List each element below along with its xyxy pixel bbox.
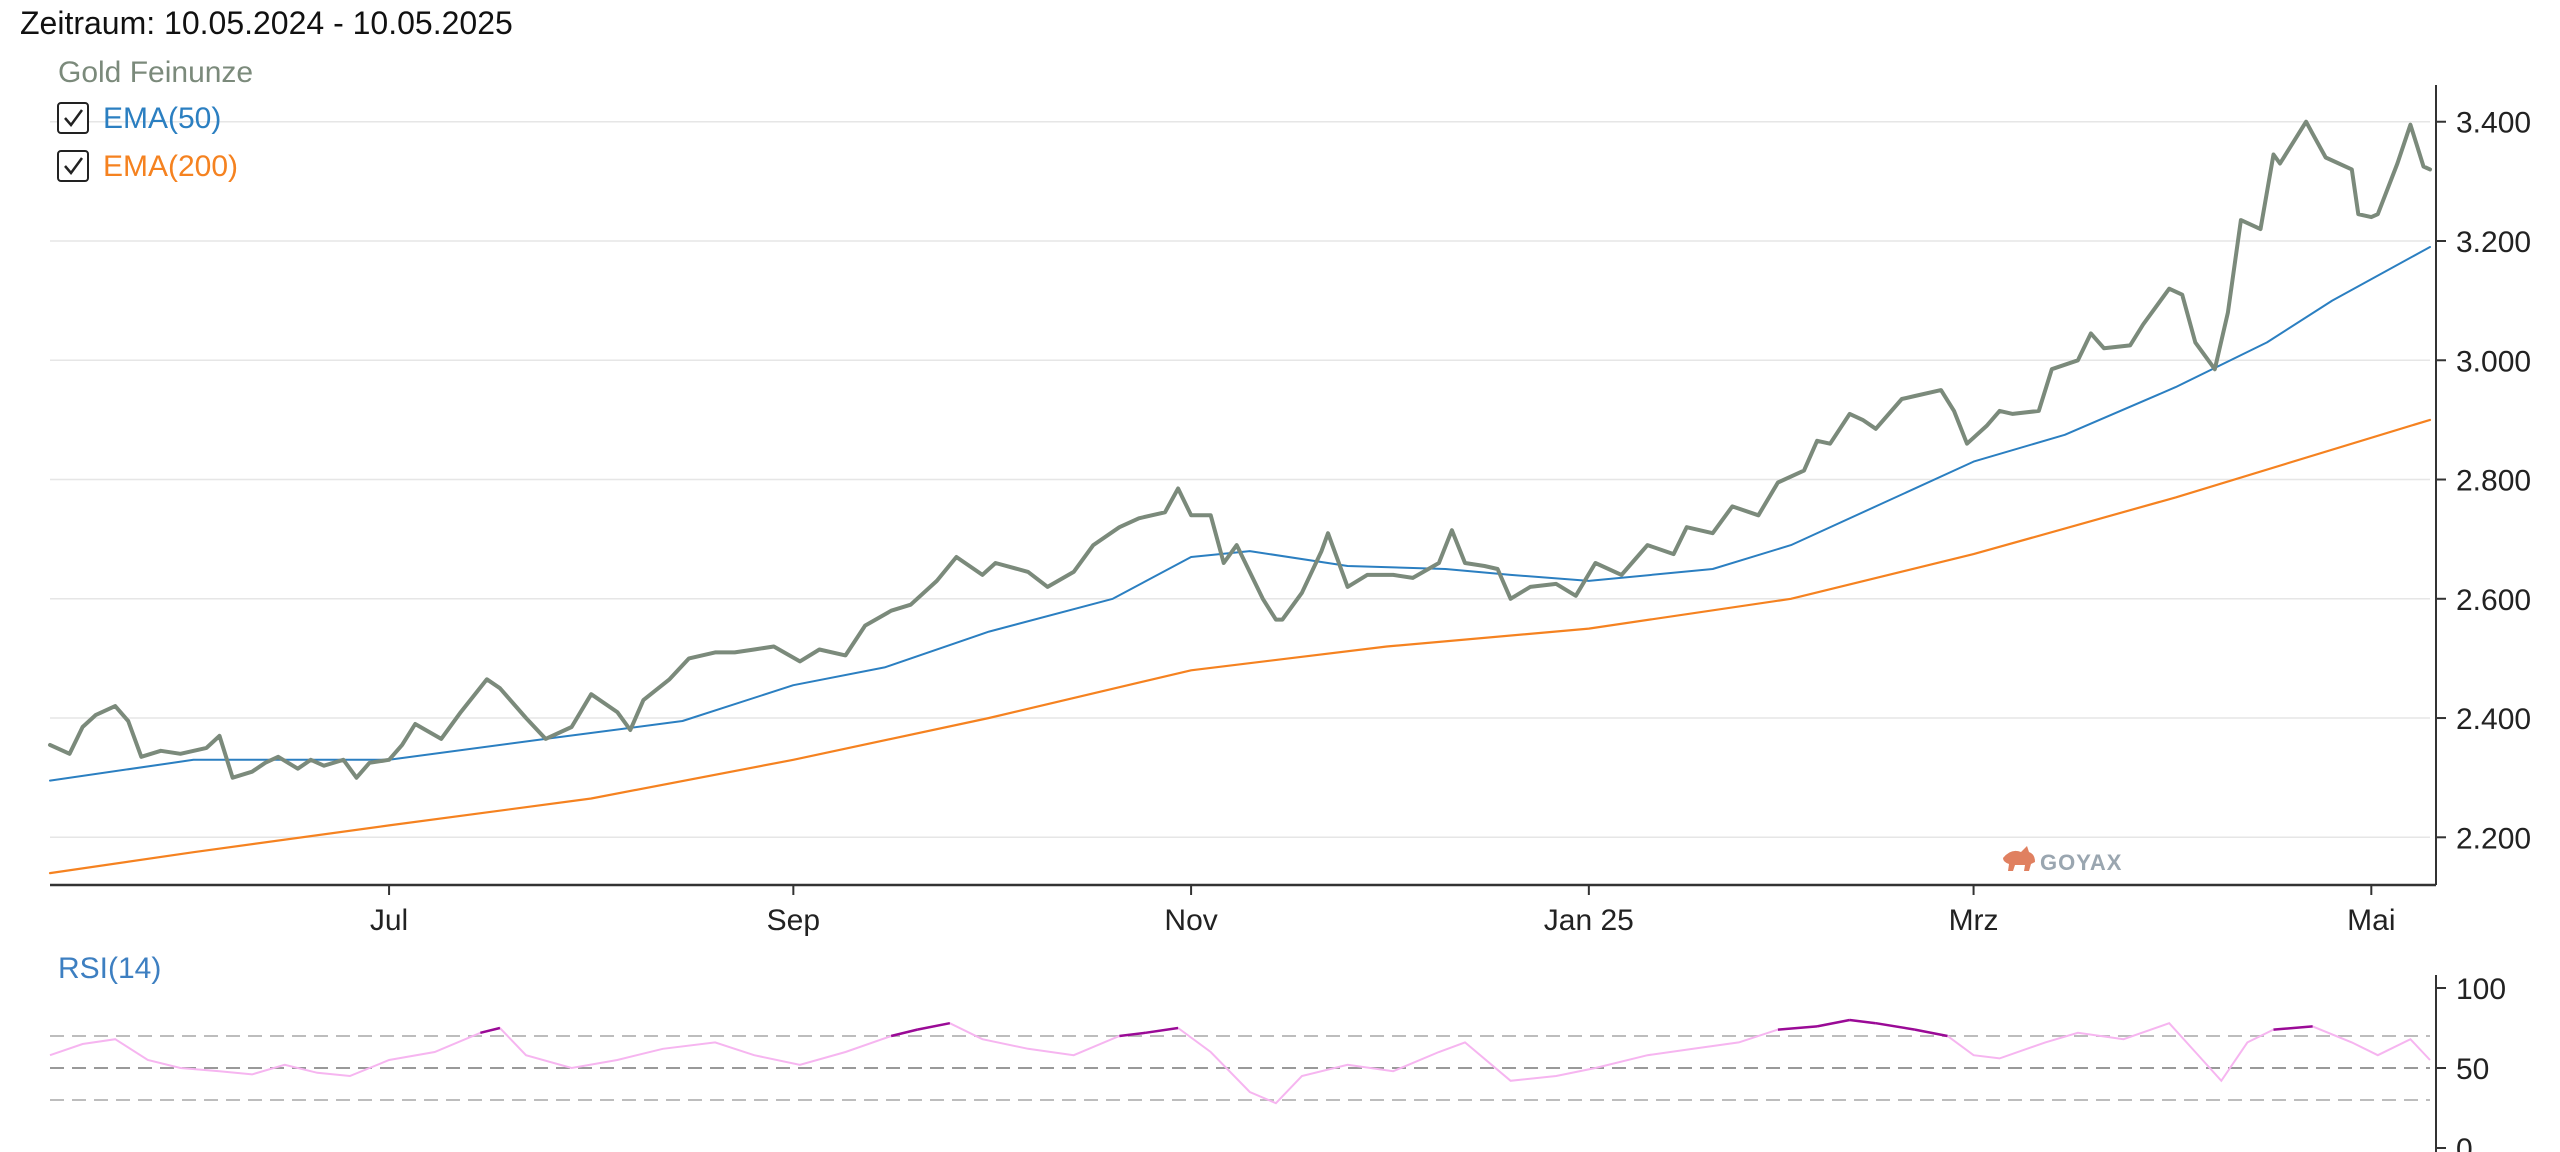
x-tick-label: Mrz [1949,904,1999,937]
checkmark-icon [64,157,84,176]
y-tick-label: 3.200 [2456,226,2531,259]
rsi-extreme-segment [1119,1031,1146,1038]
ema50-label: EMA(50) [103,102,221,135]
y-tick-label: 2.600 [2456,584,2531,617]
y-tick-label: 2.200 [2456,822,2531,855]
rsi-extreme-segment [916,1021,951,1031]
rsi-extreme-segment [2273,1025,2313,1031]
y-tick-label: 2.800 [2456,465,2531,498]
rsi-extreme-segment [1777,1025,1818,1031]
y-tick-label: 2.400 [2456,703,2531,736]
rsi-extreme-segment [1875,1021,1916,1031]
rsi-extreme-segment [480,1026,501,1035]
instrument-label: Gold Feinunze [58,56,253,89]
checkmark-icon [64,109,84,128]
ema200-checkbox[interactable] [57,150,89,182]
rsi-extreme-segment [1914,1028,1948,1038]
rsi-extreme-segment [1816,1018,1850,1028]
x-tick-label: Jul [370,904,408,937]
rsi-title: RSI(14) [58,952,161,985]
x-tick-label: Jan 25 [1544,904,1634,937]
ema200-line [48,418,2432,875]
gold-price-line [48,119,2432,780]
ema50-checkbox[interactable] [57,102,89,134]
period-title: Zeitraum: 10.05.2024 - 10.05.2025 [20,5,513,41]
watermark-text: GOYAX [2040,850,2122,875]
y-tick-label: 3.400 [2456,107,2531,140]
x-tick-label: Nov [1164,904,1217,937]
ema50-line [49,246,2431,782]
y-tick-label: 3.000 [2456,345,2531,378]
rsi-panel: 0 50 100 [49,973,2506,1152]
rsi-extreme-segment [1849,1018,1876,1025]
ema50-legend-item[interactable]: EMA(50) [57,102,221,135]
series-layer [48,119,2432,875]
rsi-y-tick-label: 0 [2456,1133,2473,1152]
rsi-extreme-segment [890,1028,918,1038]
date-axis: Jul Sep Nov Jan 25 Mrz Mai [50,883,2436,937]
rsi-y-tick-label: 100 [2456,973,2506,1006]
price-axis: 2.200 2.400 2.600 2.800 3.000 3.200 3.400 [2435,85,2531,885]
rsi-extreme-segment [1145,1026,1179,1035]
main-grid [50,120,2430,839]
x-tick-label: Mai [2347,904,2395,937]
rsi-line [49,1018,2431,1105]
goyax-watermark: GOYAX [2003,846,2122,875]
ema200-label: EMA(200) [103,150,238,183]
x-tick-label: Sep [767,904,820,937]
rsi-y-tick-label: 50 [2456,1053,2489,1086]
bull-logo-icon [2003,846,2035,871]
ema200-legend-item[interactable]: EMA(200) [57,150,238,183]
